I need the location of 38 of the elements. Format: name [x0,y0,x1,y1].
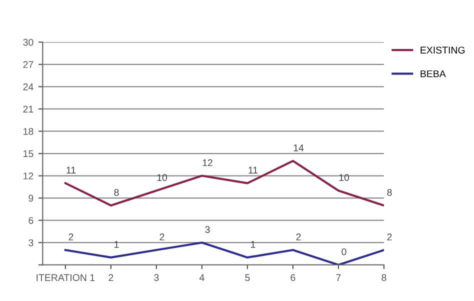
data-label: 14 [294,144,304,152]
legend-label: EXISTING [420,46,465,54]
data-label: 11 [66,166,76,174]
y-tick-label: 12 [24,172,34,180]
y-tick-label: 15 [24,150,34,158]
data-label: 2 [68,234,74,240]
y-tick-label: 30 [23,38,34,46]
x-tick-label: 6 [290,274,296,282]
data-label: 10 [339,174,350,182]
data-label: 1 [114,241,119,248]
x-tick-label: ITERATION 1 [36,274,95,282]
y-tick-label: 27 [23,61,34,68]
data-label: 11 [248,166,258,174]
data-label: 10 [157,174,168,182]
data-label: 2 [387,234,392,240]
line-series [64,160,384,207]
y-tick-label: 24 [23,83,34,90]
x-tick-label: 2 [108,274,114,281]
x-tick-label: 7 [336,274,341,281]
y-tick-label: 18 [24,128,34,135]
data-label: 8 [114,188,119,196]
legend-label: BEBA [420,70,446,78]
y-tick-label: 6 [28,217,34,224]
data-label: 2 [160,234,164,240]
line-series [64,242,384,265]
x-tick-label: 5 [245,274,250,282]
data-label: 0 [342,248,346,256]
y-tick-label: 3 [28,239,34,246]
y-tick-label: 21 [23,106,34,112]
data-label: 3 [205,226,210,233]
data-label: 1 [251,241,256,248]
x-tick-label: 4 [199,274,204,281]
x-tick-label: 8 [382,274,386,282]
data-label: 8 [387,188,392,196]
x-tick-label: 3 [154,274,159,282]
y-tick-label: 9 [28,194,34,202]
data-label: 2 [296,234,301,240]
data-label: 12 [202,159,212,166]
